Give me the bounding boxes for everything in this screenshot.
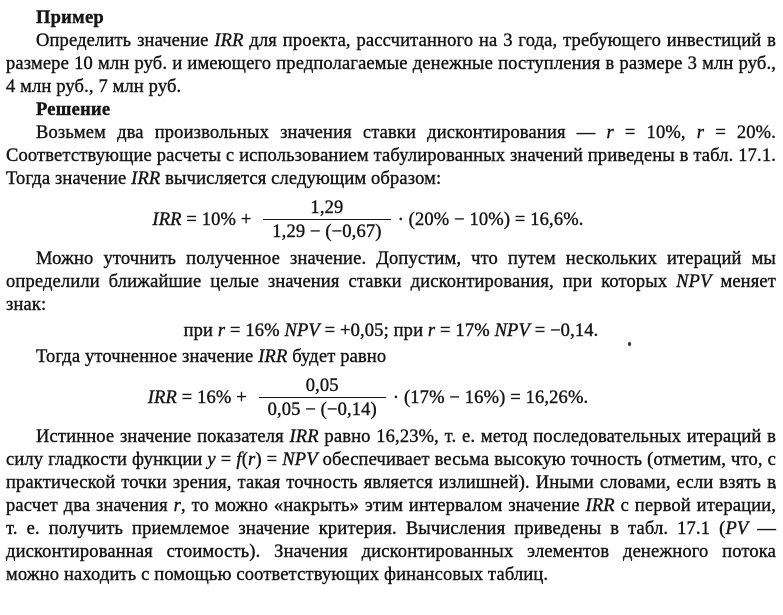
paragraph: Определить значение IRR для проекта, рас… [6, 30, 776, 99]
fraction-denominator: 1,29 − (−0,67) [263, 219, 391, 243]
text-run: — дисконтированная стоимость). Значения … [6, 519, 776, 585]
fraction-denominator: 0,05 − (−0,14) [258, 397, 386, 421]
text-run: NPV [282, 450, 318, 470]
text-run: Возьмем два произвольных значения ставки… [36, 123, 607, 143]
text-run: равно 16,23%, т. е. метод последовательн… [6, 427, 777, 470]
display-formula: IRR = 16% + 0,05 0,05 − (−0,14) · (17% − 1… [6, 375, 776, 421]
fraction-numerator: 1,29 [310, 198, 344, 218]
paragraph: Тогда уточненное значение IRR будет равн… [6, 346, 776, 369]
paragraph: Возьмем два произвольных значения ставки… [6, 122, 776, 191]
text-run: , то можно «накрыть» этим интервалом зна… [180, 496, 586, 516]
formula-tail: · (20% − 10%) = 16,6%. [397, 209, 584, 232]
text-run: r [427, 321, 436, 341]
text-run: вычисляется следующим образом: [160, 169, 442, 189]
scan-speck [774, 486, 776, 489]
text-run: IRR [152, 209, 182, 230]
text-run: = +0,05; при [319, 321, 428, 341]
text-run: IRR [289, 427, 319, 447]
text-run: Можно уточнить полученное значение. Допу… [6, 249, 776, 292]
text-run: r [696, 123, 705, 143]
text-run: обеспечивает весьма высокую точность (от… [6, 450, 776, 516]
text-run: · (17% − 16%) = 16,26%. [392, 387, 589, 408]
text-run: Тогда уточненное значение [36, 347, 259, 367]
text-run: IRR [258, 347, 288, 367]
text-run: NPV [676, 272, 712, 292]
document-blocks: Пример Определить значение IRR для проект… [6, 7, 776, 587]
text-run: · (20% − 10%) = 16,6%. [397, 209, 584, 230]
text-run: = 20%. Соответствующие расчеты с использ… [6, 123, 776, 189]
text-run: = −0,14. [529, 321, 599, 341]
formula-lead: IRR = 16% + [148, 387, 252, 410]
paragraph: Истинное значение показателя IRR равно 1… [6, 426, 776, 587]
text-run: r [606, 123, 614, 143]
text-run: NPV [494, 321, 530, 341]
text-run: y [207, 450, 216, 470]
text-run: при [183, 321, 218, 341]
fraction: 0,05 0,05 − (−0,14) [258, 375, 386, 421]
text-run: NPV [284, 321, 320, 341]
text-run: IRR [214, 31, 244, 51]
text-run: IRR [585, 496, 615, 516]
formula-lead: IRR = 10% + [152, 209, 256, 232]
text-run: IRR [147, 387, 177, 408]
text-run: PV [725, 519, 749, 539]
fraction-numerator: 0,05 [305, 376, 339, 396]
text-run: для проекта, рассчитанного на 3 года, тр… [6, 31, 776, 97]
text-run: будет равно [287, 347, 387, 367]
text-run: = 16% [225, 321, 285, 341]
text-run: IRR [131, 169, 161, 189]
text-run: ( [241, 450, 248, 470]
text-run: r [217, 321, 226, 341]
text-run: = 10% + [181, 209, 257, 230]
fraction: 1,29 1,29 − (−0,67) [263, 197, 391, 243]
text-run: = 17% [435, 321, 495, 341]
display-formula: IRR = 10% + 1,29 1,29 − (−0,67) · (20% − 1… [6, 197, 776, 243]
inline-equation: при r = 16% NPV = +0,05; при r = 17% NPV… [6, 320, 776, 343]
section-heading: Пример [36, 8, 104, 28]
text-run: = [215, 450, 237, 470]
text-run: Определить значение [36, 31, 215, 51]
text-run: Истинное значение показателя [36, 427, 290, 447]
text-run: r [248, 450, 256, 470]
text-run: с первой итерации, т. е. получить приемл… [6, 496, 777, 539]
paragraph: Можно уточнить полученное значение. Допу… [6, 248, 776, 317]
text-run: = 16% + [176, 387, 252, 408]
section-heading: Решение [36, 100, 111, 120]
text-run: ) = [255, 450, 283, 470]
text-run: меняет знак: [6, 272, 776, 315]
formula-tail: · (17% − 16%) = 16,26%. [392, 387, 589, 410]
text-run: = 10%, [613, 123, 697, 143]
text-run: f [236, 450, 242, 470]
text-run: r [173, 496, 181, 516]
scan-speck [628, 342, 631, 346]
